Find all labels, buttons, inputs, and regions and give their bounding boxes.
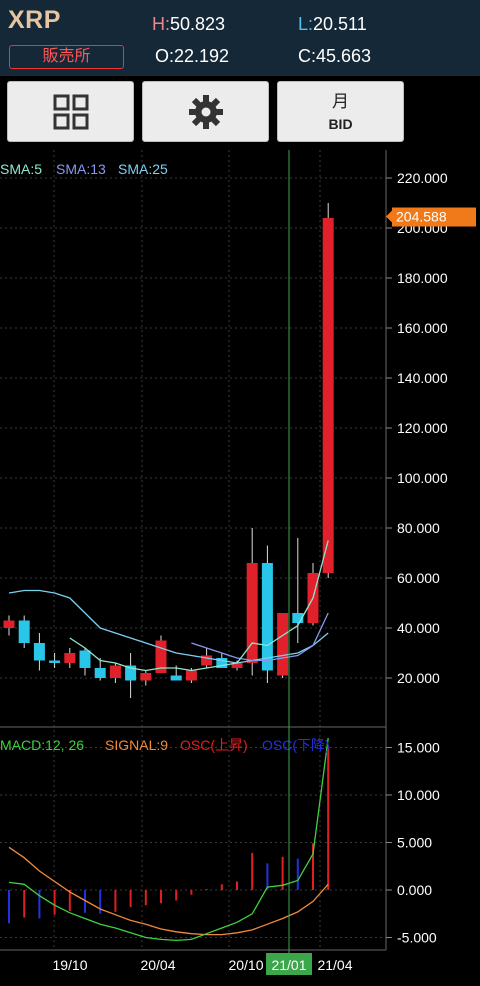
price-tick-label: 20.000	[397, 670, 440, 686]
market-badge[interactable]: 販売所	[9, 45, 124, 69]
macd-tick-label: 10.000	[397, 787, 440, 803]
price-tick-label: 40.000	[397, 620, 440, 636]
candle-body	[185, 670, 197, 681]
candle-body	[140, 673, 152, 681]
open-label: O:	[155, 46, 175, 66]
legend-entry: SMA:5	[0, 161, 42, 177]
current-price-pointer	[386, 210, 392, 223]
period-label: 月	[332, 91, 349, 111]
signal-line	[8, 846, 329, 936]
macd-tick-label: 15.000	[397, 740, 440, 756]
candle-body	[33, 643, 45, 661]
candle-body	[216, 658, 228, 668]
candle-body	[109, 665, 121, 678]
open-value: 22.192	[174, 46, 230, 66]
price-axis: 220.000200.000180.000160.000140.000120.0…	[386, 170, 476, 686]
candle-body	[18, 620, 30, 643]
time-axis: 19/10 20/04 20/10 21/01 21/04	[52, 953, 353, 975]
candle-body	[170, 675, 182, 681]
candlestick-series	[3, 203, 334, 698]
price-tick-label: 60.000	[397, 570, 440, 586]
toolbar: 月 BID	[0, 76, 480, 150]
legend-entry: SMA:13	[56, 161, 106, 177]
candle-body	[79, 650, 91, 668]
time-tick-label: 19/10	[52, 957, 87, 973]
sma13-line	[191, 612, 329, 662]
close-value: 45.663	[316, 46, 372, 66]
crosshair-date-tag	[266, 953, 312, 975]
candle-body	[292, 613, 304, 623]
period-button[interactable]: 月 BID	[277, 81, 404, 142]
price-tick-label: 100.000	[397, 470, 448, 486]
time-tick-label: 20/04	[140, 957, 175, 973]
high-value: 50.823	[170, 14, 226, 34]
gear-icon	[188, 94, 223, 129]
low-readout: L:20.511	[298, 14, 367, 35]
legend-entry: MACD:12, 26	[0, 737, 84, 753]
macd-tick-label: -5.000	[397, 930, 437, 946]
macd-series	[8, 737, 330, 942]
current-price-tag	[392, 207, 476, 227]
symbol-title: XRP	[8, 6, 61, 34]
chart-area[interactable]: 220.000200.000180.000160.000140.000120.0…	[0, 150, 480, 986]
candle-body	[49, 660, 61, 663]
low-label: L:	[298, 14, 314, 34]
time-tick-label: 21/01	[271, 957, 306, 973]
price-type-label: BID	[328, 115, 353, 132]
open-readout: O:22.192	[155, 46, 229, 67]
candle-body	[246, 563, 258, 663]
legends: SMA:5 SMA:13 SMA:25 MACD:12, 26 SIGNAL:9 OSC(…	[0, 161, 330, 753]
sma5-line	[69, 540, 329, 672]
candle-body	[155, 640, 167, 673]
price-tick-label: 80.000	[397, 520, 440, 536]
settings-button[interactable]	[142, 81, 269, 142]
candle-body	[231, 663, 243, 668]
header-bar: XRP 販売所 H:50.823 L:20.511 O:22.192 C:45.…	[0, 0, 480, 76]
price-tick-label: 120.000	[397, 420, 448, 436]
price-tick-label: 140.000	[397, 370, 448, 386]
macd-axis: 15.000 10.000 5.000 0.000 -5.000	[386, 740, 440, 946]
legend-entry: SMA:25	[118, 161, 168, 177]
legend-entry: SIGNAL:9	[105, 737, 168, 753]
low-value: 20.511	[313, 14, 367, 34]
legend-entry: OSC(上昇)	[180, 737, 248, 753]
price-tick-label: 180.000	[397, 270, 448, 286]
close-readout: C:45.663	[298, 46, 371, 67]
sma-lines	[8, 540, 329, 672]
candle-body	[64, 653, 76, 663]
candle-body	[125, 665, 137, 681]
macd-tick-label: 5.000	[397, 835, 432, 851]
time-tick-label: 21/04	[317, 957, 352, 973]
close-label: C:	[298, 46, 316, 66]
candle-body	[94, 668, 106, 678]
high-readout: H:50.823	[152, 14, 225, 35]
candle-body	[277, 613, 289, 676]
time-tick-label: 20/10	[228, 957, 263, 973]
grid-icon	[53, 94, 88, 129]
candle-body	[261, 563, 273, 671]
high-label: H:	[152, 14, 170, 34]
layout-button[interactable]	[7, 81, 134, 142]
price-tick-label: 160.000	[397, 320, 448, 336]
price-tick-label: 220.000	[397, 170, 448, 186]
macd-line	[8, 737, 329, 942]
sma25-line	[8, 589, 329, 664]
candle-body	[201, 655, 213, 666]
legend-entry: OSC(下降)	[262, 737, 330, 753]
candle-body	[322, 218, 334, 573]
current-price-label: 204.588	[396, 209, 447, 225]
macd-tick-label: 0.000	[397, 882, 432, 898]
grid-lines	[0, 150, 387, 951]
candle-body	[3, 620, 15, 628]
